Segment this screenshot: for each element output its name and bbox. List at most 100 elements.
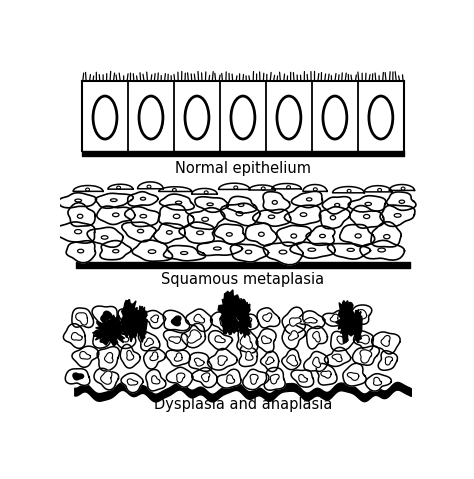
Polygon shape xyxy=(263,313,272,321)
Polygon shape xyxy=(73,373,83,380)
Polygon shape xyxy=(189,353,212,371)
Polygon shape xyxy=(297,311,325,329)
Polygon shape xyxy=(100,371,112,384)
Polygon shape xyxy=(264,367,285,390)
Polygon shape xyxy=(331,331,356,351)
Polygon shape xyxy=(346,305,372,324)
Polygon shape xyxy=(218,290,243,334)
Polygon shape xyxy=(353,346,379,365)
Polygon shape xyxy=(246,223,277,246)
Polygon shape xyxy=(187,330,201,343)
Polygon shape xyxy=(197,241,242,256)
Polygon shape xyxy=(290,242,335,258)
Polygon shape xyxy=(227,196,257,213)
Polygon shape xyxy=(250,375,258,384)
Polygon shape xyxy=(120,344,140,368)
Polygon shape xyxy=(146,369,166,391)
Polygon shape xyxy=(332,354,342,362)
Polygon shape xyxy=(94,368,118,390)
Polygon shape xyxy=(356,335,369,344)
Polygon shape xyxy=(210,312,234,331)
Polygon shape xyxy=(261,351,279,372)
Polygon shape xyxy=(239,345,257,366)
Polygon shape xyxy=(243,369,269,389)
Polygon shape xyxy=(340,225,375,247)
Polygon shape xyxy=(215,336,225,342)
Polygon shape xyxy=(299,375,308,382)
Polygon shape xyxy=(264,242,303,265)
Polygon shape xyxy=(307,326,328,349)
Polygon shape xyxy=(194,314,205,323)
Polygon shape xyxy=(194,358,204,366)
Polygon shape xyxy=(73,185,103,191)
Polygon shape xyxy=(92,315,128,346)
Polygon shape xyxy=(256,329,276,353)
Polygon shape xyxy=(291,370,314,387)
Polygon shape xyxy=(234,313,258,330)
Polygon shape xyxy=(347,373,359,380)
Polygon shape xyxy=(306,226,335,245)
Polygon shape xyxy=(303,184,327,192)
Polygon shape xyxy=(214,224,245,244)
Polygon shape xyxy=(108,184,133,189)
Polygon shape xyxy=(132,240,173,261)
Polygon shape xyxy=(282,349,301,370)
Polygon shape xyxy=(240,335,253,349)
Polygon shape xyxy=(365,186,392,192)
Polygon shape xyxy=(92,306,119,328)
Polygon shape xyxy=(371,222,401,247)
Polygon shape xyxy=(119,332,129,342)
Polygon shape xyxy=(304,318,317,323)
Polygon shape xyxy=(262,336,271,343)
Polygon shape xyxy=(352,309,367,320)
Polygon shape xyxy=(354,331,374,351)
Polygon shape xyxy=(337,336,348,344)
Polygon shape xyxy=(97,206,135,225)
Polygon shape xyxy=(288,331,298,340)
Polygon shape xyxy=(151,315,158,323)
Polygon shape xyxy=(352,309,362,342)
Polygon shape xyxy=(325,347,351,366)
Polygon shape xyxy=(266,357,274,365)
Polygon shape xyxy=(380,205,415,227)
Polygon shape xyxy=(249,185,275,190)
Polygon shape xyxy=(209,331,232,350)
Polygon shape xyxy=(109,325,136,349)
Polygon shape xyxy=(164,246,205,261)
Polygon shape xyxy=(292,191,322,208)
Polygon shape xyxy=(360,350,372,363)
Polygon shape xyxy=(159,205,194,228)
Polygon shape xyxy=(263,192,290,213)
Polygon shape xyxy=(72,346,99,367)
Polygon shape xyxy=(72,308,93,328)
Polygon shape xyxy=(237,328,258,353)
Polygon shape xyxy=(72,332,82,340)
Polygon shape xyxy=(121,299,140,342)
Polygon shape xyxy=(343,363,366,386)
Polygon shape xyxy=(64,324,85,348)
Polygon shape xyxy=(100,240,131,260)
Polygon shape xyxy=(152,376,160,384)
Polygon shape xyxy=(365,374,392,391)
Polygon shape xyxy=(246,352,253,360)
Polygon shape xyxy=(101,311,112,321)
Polygon shape xyxy=(195,197,228,212)
Polygon shape xyxy=(163,310,190,331)
Polygon shape xyxy=(322,310,346,326)
Polygon shape xyxy=(164,330,188,350)
Polygon shape xyxy=(237,298,251,338)
Polygon shape xyxy=(54,222,95,243)
Polygon shape xyxy=(166,367,193,387)
Text: Dysplasia and anaplasia: Dysplasia and anaplasia xyxy=(154,397,332,412)
Polygon shape xyxy=(277,226,311,246)
Polygon shape xyxy=(218,356,227,365)
Polygon shape xyxy=(185,309,212,331)
Polygon shape xyxy=(121,315,130,322)
Polygon shape xyxy=(284,205,321,225)
Polygon shape xyxy=(138,331,160,351)
Polygon shape xyxy=(381,335,390,346)
Polygon shape xyxy=(336,300,354,343)
Polygon shape xyxy=(177,373,185,383)
Text: Normal epithelium: Normal epithelium xyxy=(175,160,311,176)
Polygon shape xyxy=(360,240,404,260)
